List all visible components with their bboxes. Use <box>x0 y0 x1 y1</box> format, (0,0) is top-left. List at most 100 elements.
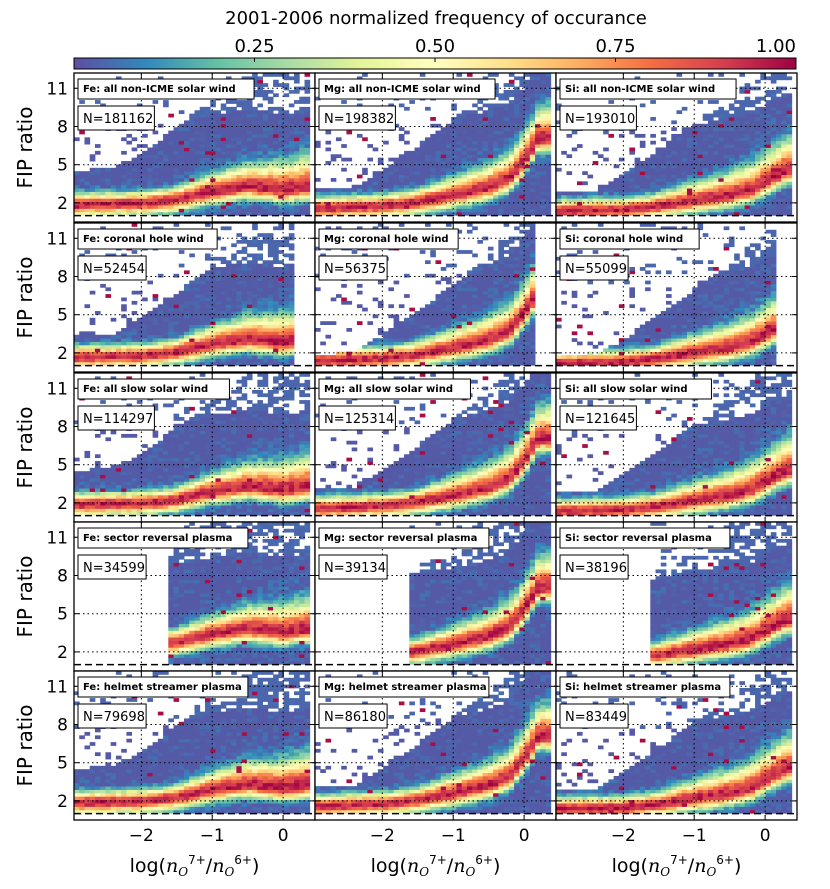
heatmap-cell <box>655 181 662 186</box>
heatmap-cell <box>294 79 300 84</box>
heatmap-cell <box>100 355 106 359</box>
heatmap-cell <box>184 123 190 128</box>
heatmap-cell <box>184 167 190 172</box>
heatmap-cell <box>440 177 447 182</box>
heatmap-cell <box>220 317 227 322</box>
heatmap-cell <box>655 167 662 172</box>
heatmap-cell <box>597 184 604 189</box>
heatmap-cell <box>440 211 447 216</box>
heatmap-cell <box>351 201 358 206</box>
heatmap-cell <box>246 297 253 302</box>
heatmap-cell <box>435 133 442 138</box>
heatmap-cell <box>514 167 520 172</box>
heatmap-cell <box>225 338 232 342</box>
heatmap-cell <box>639 161 646 165</box>
heatmap-cell <box>713 188 719 192</box>
heatmap-cell <box>482 194 489 199</box>
heatmap-cell <box>246 361 253 366</box>
heatmap-cell <box>435 358 442 363</box>
heatmap-cell <box>157 321 164 325</box>
heatmap-cell <box>241 171 248 175</box>
heatmap-cell <box>163 140 169 145</box>
heatmap-cell <box>267 113 274 118</box>
heatmap-cell <box>749 164 756 169</box>
heatmap-cell <box>100 351 106 356</box>
heatmap-cell <box>157 140 164 145</box>
heatmap-cell <box>398 331 405 336</box>
heatmap-cell <box>514 144 520 148</box>
heatmap-cell <box>514 150 520 155</box>
heatmap-cell <box>288 338 295 342</box>
heatmap-cell <box>184 194 190 199</box>
heatmap-cell <box>718 184 725 189</box>
heatmap-cell <box>163 161 169 165</box>
heatmap-cell <box>666 164 672 169</box>
heatmap-cell <box>629 208 635 213</box>
heatmap-cell <box>79 174 85 179</box>
heatmap-cell <box>215 194 222 199</box>
heatmap-cell <box>225 327 232 332</box>
heatmap-cell <box>257 201 264 206</box>
heatmap-cell <box>776 211 782 216</box>
heatmap-cell <box>184 198 190 203</box>
heatmap-cell <box>225 321 232 325</box>
heatmap-cell <box>252 208 258 213</box>
heatmap-cell <box>493 205 499 209</box>
heatmap-cell <box>388 304 394 309</box>
heatmap-cell <box>398 358 405 363</box>
heatmap-cell <box>739 205 746 209</box>
heatmap-cell <box>519 100 525 104</box>
heatmap-cell <box>398 194 405 199</box>
heatmap-cell <box>367 194 374 199</box>
heatmap-cell <box>755 205 761 209</box>
heatmap-cell <box>74 201 80 206</box>
heatmap-cell <box>74 358 80 363</box>
heatmap-cell <box>278 348 284 353</box>
heatmap-cell <box>498 130 505 135</box>
heatmap-cell <box>241 314 248 319</box>
heatmap-cell <box>650 154 656 159</box>
heatmap-cell <box>749 171 756 175</box>
heatmap-cell <box>734 205 740 209</box>
heatmap-cell <box>414 171 421 175</box>
heatmap-cell <box>508 198 515 203</box>
heatmap-cell <box>508 167 515 172</box>
heatmap-cell <box>398 304 405 309</box>
heatmap-cell <box>524 167 531 172</box>
heatmap-cell <box>692 154 698 159</box>
heatmap-cell <box>210 177 216 182</box>
heatmap-cell <box>299 137 305 142</box>
heatmap-cell <box>246 113 253 118</box>
heatmap-cell <box>136 201 143 206</box>
heatmap-cell <box>776 177 782 182</box>
heatmap-cell <box>755 144 761 148</box>
heatmap-cell <box>320 211 326 216</box>
heatmap-cell <box>330 208 337 213</box>
heatmap-cell <box>252 361 258 366</box>
heatmap-cell <box>231 334 237 339</box>
heatmap-cell <box>430 137 436 142</box>
heatmap-cell <box>84 184 91 189</box>
heatmap-cell <box>451 106 457 111</box>
heatmap-cell <box>702 150 709 155</box>
heatmap-cell <box>707 184 714 189</box>
heatmap-cell <box>781 144 787 148</box>
heatmap-cell <box>776 86 782 91</box>
heatmap-cell <box>257 300 264 305</box>
heatmap-cell <box>121 338 127 342</box>
heatmap-cell <box>252 76 258 81</box>
heatmap-cell <box>204 198 211 203</box>
heatmap-cell <box>126 161 133 165</box>
heatmap-cell <box>283 154 290 159</box>
heatmap-cell <box>629 201 635 206</box>
heatmap-cell <box>273 314 279 319</box>
heatmap-cell <box>225 100 232 104</box>
heatmap-cell <box>173 161 180 165</box>
heatmap-cell <box>435 177 442 182</box>
heatmap-cell <box>723 198 730 203</box>
heatmap-cell <box>315 361 321 366</box>
heatmap-cell <box>503 150 510 155</box>
heatmap-cell <box>477 184 484 189</box>
heatmap-cell <box>257 133 264 138</box>
heatmap-cell <box>739 188 746 192</box>
